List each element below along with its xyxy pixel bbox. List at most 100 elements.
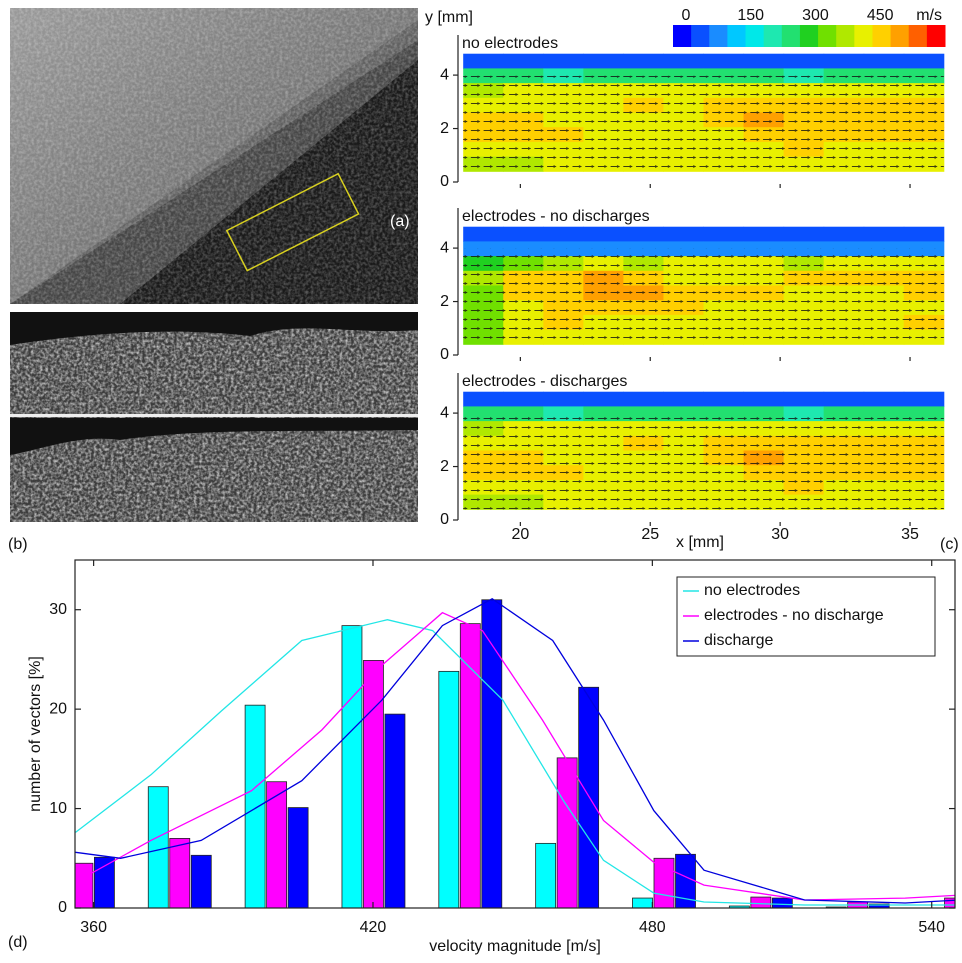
velocity-cell	[783, 391, 825, 407]
velocity-cell	[623, 53, 664, 69]
bar	[266, 781, 288, 908]
colorbar-cell	[709, 25, 728, 47]
x-tick-label: 540	[918, 919, 945, 936]
bar	[944, 897, 955, 908]
legend-label: no electrodes	[704, 582, 800, 599]
y-tick-label: 2	[440, 120, 449, 137]
velocity-cell	[823, 53, 865, 69]
colorbar-cell	[872, 25, 892, 47]
photo-b	[10, 312, 418, 522]
colorbar-cell	[691, 25, 710, 47]
y-tick-label: 4	[440, 239, 449, 256]
bar	[578, 686, 600, 908]
x-tick-label: 20	[511, 526, 529, 543]
y-axis-label: y [mm]	[425, 9, 473, 26]
y-tick-label: 0	[440, 173, 449, 190]
velocity-cell	[543, 53, 584, 69]
bar	[363, 660, 384, 908]
bar	[94, 856, 115, 908]
x-tick-label: 35	[901, 526, 919, 543]
colorbar-cell	[890, 25, 910, 47]
colorbar-cell	[763, 25, 783, 47]
y-tick-label: 2	[440, 458, 449, 475]
bar	[147, 786, 169, 908]
x-tick-label: 360	[80, 919, 107, 936]
bar	[75, 862, 94, 908]
y-tick-label: 0	[440, 511, 449, 528]
velocity-cell	[463, 226, 504, 242]
velocity-cell	[623, 226, 664, 242]
velocity-cell	[903, 226, 945, 242]
legend-box	[676, 576, 936, 657]
velocity-cell	[743, 391, 785, 407]
legend-label: electrodes - no discharge	[704, 607, 884, 624]
colorbar-cell	[926, 25, 946, 47]
bar	[556, 757, 578, 908]
velocity-cell	[583, 53, 624, 69]
colorbar-tick-label: 150	[737, 7, 764, 24]
bar	[341, 625, 363, 908]
bar	[190, 854, 212, 908]
velocity-cell	[663, 53, 704, 69]
y-tick-label: 4	[440, 66, 449, 83]
velocity-cell	[703, 53, 745, 69]
colorbar-tick-label: 450	[867, 7, 894, 24]
bar	[771, 897, 793, 908]
fit-curve	[75, 619, 955, 906]
bar	[653, 857, 675, 908]
velocity-cell	[863, 391, 905, 407]
velocity-cell	[783, 53, 825, 69]
vector-overlay	[463, 248, 944, 345]
bar	[750, 896, 772, 908]
x-tick-label: 420	[360, 919, 387, 936]
vector-overlay	[463, 413, 944, 510]
bar	[384, 713, 406, 908]
velocity-cell	[543, 226, 584, 242]
panel-label: (d)	[8, 934, 28, 951]
panel-title: no electrodes	[462, 35, 558, 52]
velocity-cell	[703, 226, 745, 242]
fit-curve	[75, 598, 955, 904]
velocity-cell	[503, 226, 544, 242]
bar	[459, 623, 481, 908]
y-tick-label: 10	[49, 800, 67, 817]
velocity-cell	[463, 53, 504, 69]
y-tick-label: 0	[440, 346, 449, 363]
colorbar-cell	[854, 25, 873, 47]
velocity-cell	[823, 391, 865, 407]
y-tick-label: 4	[440, 404, 449, 421]
y-tick-label: 2	[440, 293, 449, 310]
colorbar-cell	[673, 25, 692, 47]
velocity-cell	[743, 226, 785, 242]
panel-label: (a)	[390, 213, 410, 230]
colorbar-unit: m/s	[916, 7, 942, 24]
velocity-cell	[663, 226, 704, 242]
velocity-cell	[503, 53, 544, 69]
bar	[481, 599, 503, 908]
velocity-cell	[623, 391, 664, 407]
velocity-cell	[703, 391, 745, 407]
y-tick-label: 0	[58, 899, 67, 916]
x-tick-label: 30	[771, 526, 789, 543]
x-tick-label: 25	[641, 526, 659, 543]
velocity-cell	[863, 53, 905, 69]
bar	[287, 807, 309, 908]
velocity-cell	[823, 226, 865, 242]
velocity-cell	[863, 226, 905, 242]
bar	[535, 842, 557, 908]
velocity-cell	[583, 391, 624, 407]
velocity-cell	[743, 53, 785, 69]
fit-curve	[75, 611, 955, 901]
bar	[632, 897, 653, 908]
velocity-cell	[503, 391, 544, 407]
plot-frame	[74, 559, 956, 909]
colorbar-cell	[781, 25, 801, 47]
velocity-cell	[903, 391, 945, 407]
bar	[244, 704, 266, 908]
y-axis-label: number of vectors [%]	[27, 656, 44, 812]
colorbar-cell	[836, 25, 855, 47]
colorbar-cell	[745, 25, 765, 47]
x-axis-label: velocity magnitude [m/s]	[429, 938, 601, 955]
panel-label: (c)	[940, 536, 959, 553]
